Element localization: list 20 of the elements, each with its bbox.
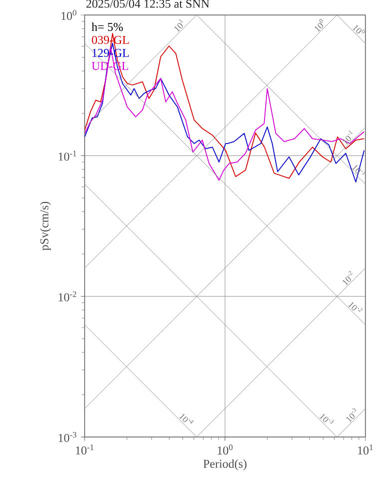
x-tick-label: 10$^{-1}$ <box>76 444 94 455</box>
y-tick-label: 10$^{0}$ <box>61 10 76 20</box>
annotation: 10$^{-3}$ <box>319 414 334 424</box>
x-tick-label: 10$^{1}$ <box>358 444 373 455</box>
annotation: 10$^{-3}$ <box>346 408 356 422</box>
annotation: 10$^{1}$ <box>174 19 183 32</box>
x-axis-title: Period(s) <box>203 459 246 470</box>
chart-title: 2025/05/04 12:35 at SNN <box>86 0 210 8</box>
y-tick-label: 10$^{-3}$ <box>58 432 76 442</box>
annotation: 10$^{0}$ <box>352 25 366 34</box>
y-tick-label: 10$^{-2}$ <box>58 291 76 302</box>
annotation: 10$^{-2}$ <box>348 302 362 312</box>
y-axis-title: pSv(cm/s) <box>40 202 51 250</box>
y-tick-label: 10$^{-1}$ <box>58 150 76 161</box>
annotation: h= 5% <box>91 22 123 32</box>
annotation: 10$^{-1}$ <box>342 130 353 145</box>
annotation: 10$^{-4}$ <box>178 414 194 424</box>
annotation: 10$^{-2}$ <box>342 271 353 286</box>
x-tick-label: 10$^{0}$ <box>218 444 232 455</box>
annotation: 10$^{0}$ <box>314 19 323 32</box>
